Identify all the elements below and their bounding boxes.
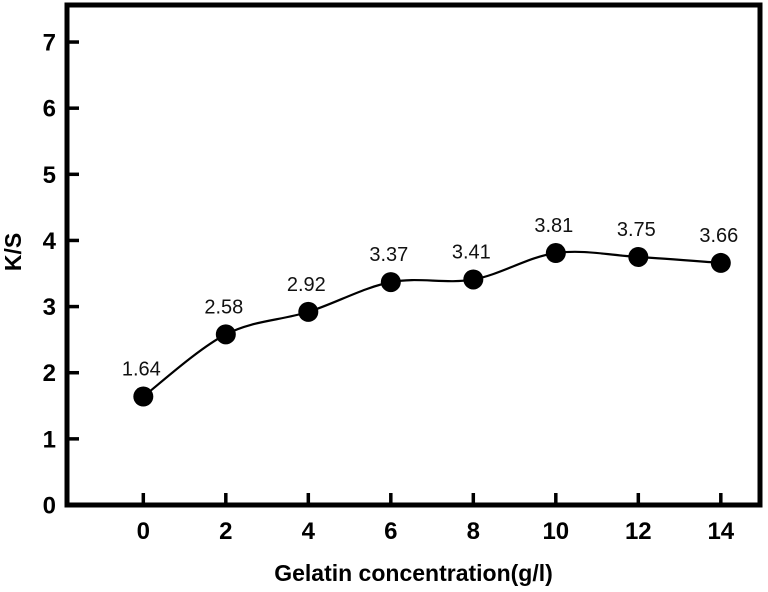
y-tick-label: 2 (43, 360, 56, 387)
x-axis-title: Gelatin concentration(g/l) (274, 560, 553, 586)
data-point-label: 2.92 (287, 274, 326, 296)
data-point-label: 3.75 (617, 219, 656, 241)
data-point (710, 252, 731, 273)
data-point-label: 3.41 (452, 241, 491, 263)
data-point (298, 301, 319, 322)
y-tick-label: 4 (43, 228, 57, 255)
data-point (380, 272, 401, 293)
data-point (133, 386, 154, 407)
data-point-label: 3.66 (699, 225, 738, 247)
y-tick-label: 7 (43, 30, 56, 57)
data-point (463, 269, 484, 290)
y-axis-title: K/S (0, 232, 26, 272)
data-point-label: 2.58 (204, 296, 243, 318)
data-point-label: 3.81 (534, 215, 573, 237)
x-tick-label: 0 (137, 518, 150, 545)
data-line (142, 250, 721, 398)
data-point (628, 246, 649, 267)
y-tick-label: 5 (43, 162, 56, 189)
data-point (545, 243, 566, 264)
data-point-label: 3.37 (369, 244, 408, 266)
data-point-label: 1.64 (122, 359, 161, 381)
x-tick-label: 12 (625, 518, 652, 545)
x-tick-label: 14 (707, 518, 734, 545)
x-tick-label: 6 (384, 518, 397, 545)
plot-border (64, 2, 763, 508)
y-tick-label: 6 (43, 96, 56, 123)
x-tick-label: 4 (302, 518, 316, 545)
y-tick-label: 0 (43, 493, 56, 520)
y-tick-label: 3 (43, 294, 56, 321)
x-tick-label: 2 (219, 518, 232, 545)
x-tick-label: 8 (467, 518, 480, 545)
y-tick-label: 1 (43, 426, 56, 453)
data-point (215, 324, 236, 345)
x-tick-label: 10 (542, 518, 569, 545)
